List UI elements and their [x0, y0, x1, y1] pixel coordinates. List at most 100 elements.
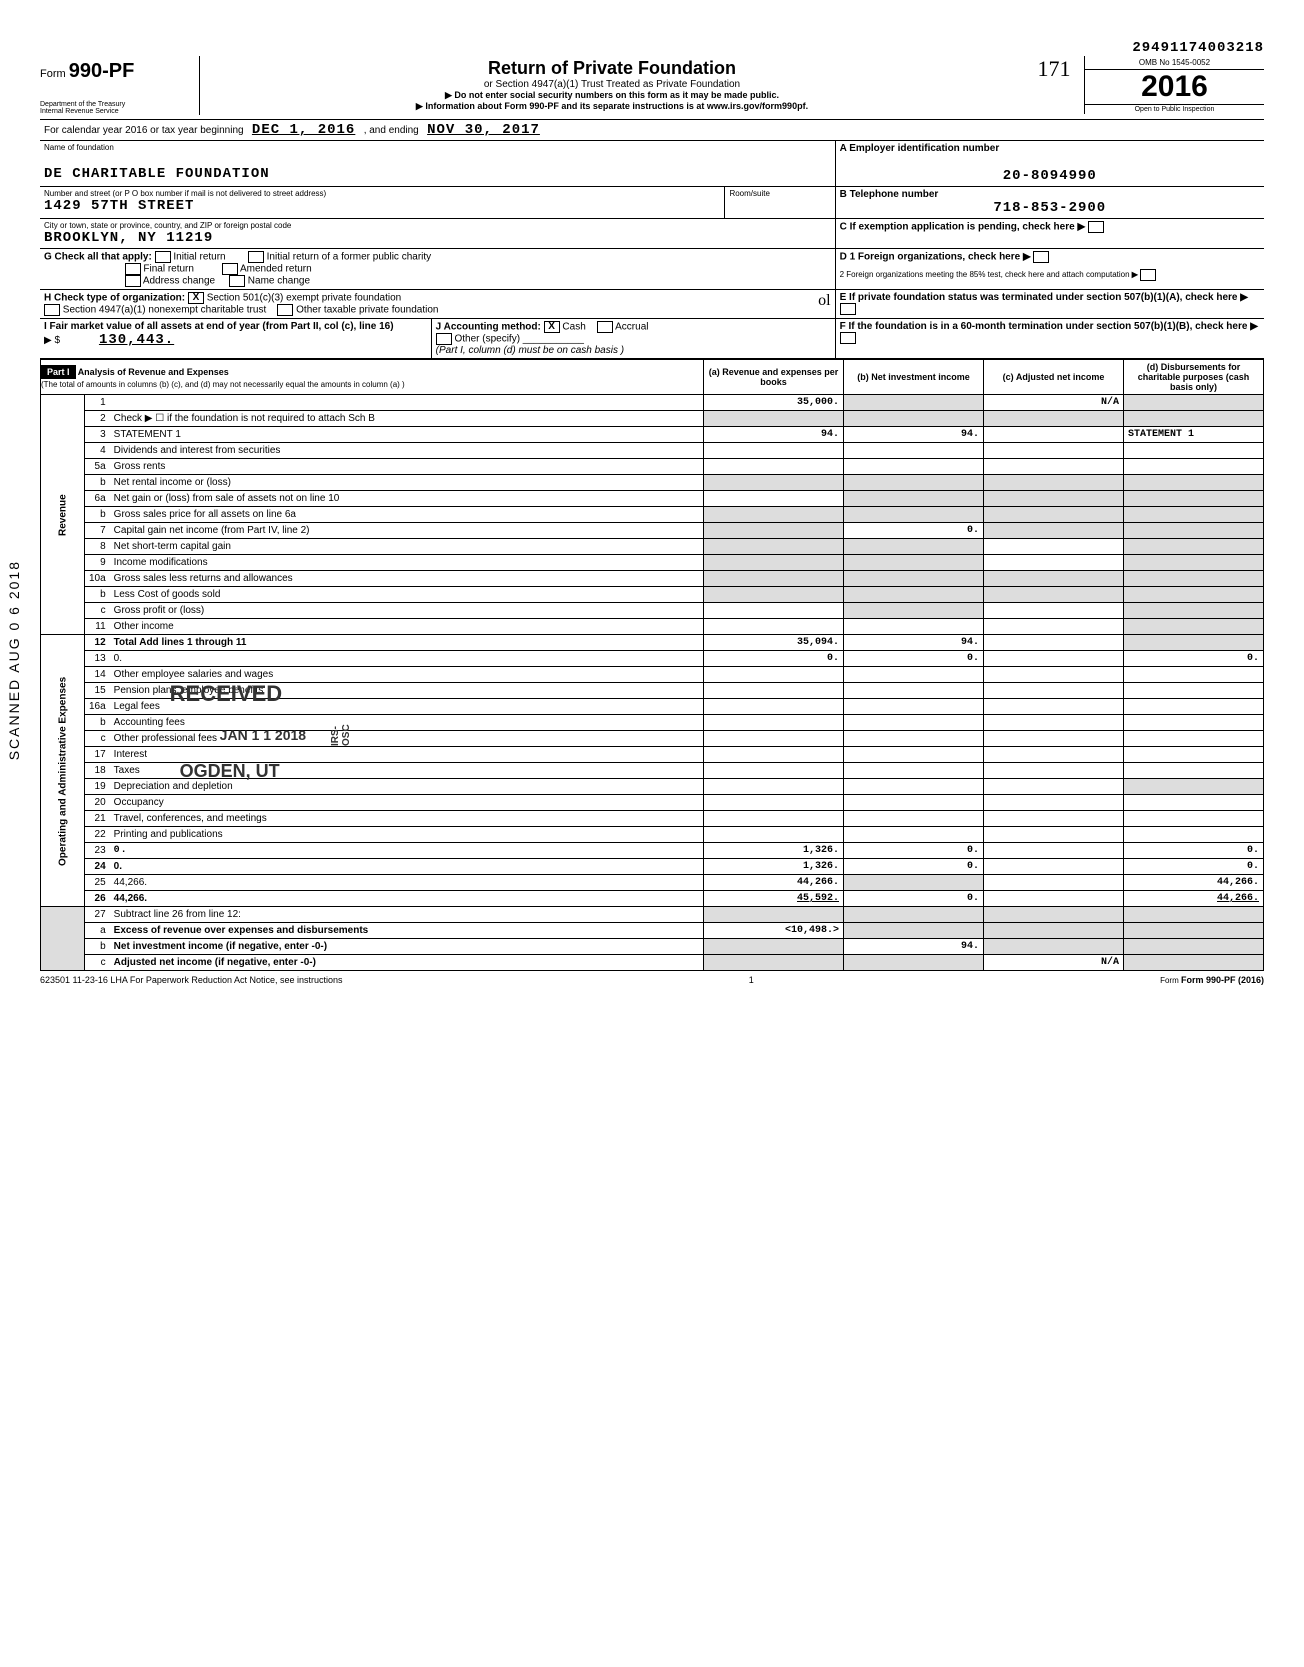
chk-e[interactable] — [840, 303, 856, 315]
table-row: 19Depreciation and depletion — [41, 779, 1264, 795]
revenue-side-label: Revenue — [41, 395, 85, 635]
tel-value: 718-853-2900 — [840, 200, 1260, 216]
table-row: 20Occupancy — [41, 795, 1264, 811]
chk-other-tax[interactable] — [277, 304, 293, 316]
chk-accrual[interactable] — [597, 321, 613, 333]
section-j: J Accounting method: X Cash Accrual Othe… — [432, 319, 836, 358]
chk-4947[interactable] — [44, 304, 60, 316]
chk-name-change[interactable] — [229, 275, 245, 287]
begin-date: DEC 1, 2016 — [252, 122, 355, 138]
tax-year: 2016 — [1085, 70, 1264, 104]
col-b-header: (b) Net investment income — [844, 360, 984, 395]
info-url: ▶ Information about Form 990-PF and its … — [208, 101, 1016, 112]
table-row: 2644,266.45,592.0.44,266. — [41, 891, 1264, 907]
table-row: 2Check ▶ ☐ if the foundation is not requ… — [41, 411, 1264, 427]
table-row: cAdjusted net income (if negative, enter… — [41, 955, 1264, 971]
table-row: c Other professional fees JAN 1 1 2018 I… — [41, 731, 1264, 747]
table-row: bNet rental income or (loss) — [41, 475, 1264, 491]
table-row: bGross sales price for all assets on lin… — [41, 507, 1264, 523]
table-row: 18 Taxes OGDEN, UT — [41, 763, 1264, 779]
handwritten-ol: ol — [818, 292, 830, 310]
room-label: Room/suite — [729, 189, 830, 198]
city-value: BROOKLYN, NY 11219 — [44, 230, 831, 246]
form-subtitle: or Section 4947(a)(1) Trust Treated as P… — [208, 79, 1016, 90]
section-f: F If the foundation is in a 60-month ter… — [836, 319, 1264, 358]
handwritten-note: 171 — [1024, 56, 1084, 82]
col-d-header: (d) Disbursements for charitable purpose… — [1124, 360, 1264, 395]
dept-line: Department of the Treasury Internal Reve… — [40, 101, 193, 115]
table-row: 3STATEMENT 194.94.STATEMENT 1 — [41, 427, 1264, 443]
calendar-year-line: For calendar year 2016 or tax year begin… — [40, 120, 1264, 140]
chk-d2[interactable] — [1140, 269, 1156, 281]
fmv-value: 130,443. — [99, 332, 174, 348]
table-row: aExcess of revenue over expenses and dis… — [41, 923, 1264, 939]
chk-initial[interactable] — [155, 251, 171, 263]
expenses-side-label: Operating and Administrative Expenses — [41, 635, 85, 907]
table-row: 130.0.0.0. — [41, 651, 1264, 667]
col-a-header: (a) Revenue and expenses per books — [704, 360, 844, 395]
chk-501c3[interactable]: X — [188, 292, 204, 304]
chk-d1[interactable] — [1033, 251, 1049, 263]
table-row: Operating and Administrative Expenses 12… — [41, 635, 1264, 651]
table-row: 4Dividends and interest from securities — [41, 443, 1264, 459]
table-row: cGross profit or (loss) — [41, 603, 1264, 619]
col-c-header: (c) Adjusted net income — [984, 360, 1124, 395]
table-row: 21Travel, conferences, and meetings — [41, 811, 1264, 827]
table-row: Revenue 1 35,000.N/A — [41, 395, 1264, 411]
dln-code: 29491174003218 — [40, 40, 1264, 56]
form-header: Form 990-PF Department of the Treasury I… — [40, 56, 1264, 120]
omb-number: OMB No 1545-0052 — [1085, 56, 1264, 70]
chk-other-method[interactable] — [436, 333, 452, 345]
table-row: 14Other employee salaries and wages — [41, 667, 1264, 683]
table-row: 27Subtract line 26 from line 12: — [41, 907, 1264, 923]
section-i: I Fair market value of all assets at end… — [40, 319, 432, 358]
part1-table: Part I Analysis of Revenue and Expenses … — [40, 359, 1264, 971]
ssn-warning: ▶ Do not enter social security numbers o… — [208, 90, 1016, 101]
addr-label: Number and street (or P O box number if … — [44, 189, 720, 198]
inspection-note: Open to Public Inspection — [1085, 104, 1264, 114]
chk-initial-former[interactable] — [248, 251, 264, 263]
table-row: bNet investment income (if negative, ent… — [41, 939, 1264, 955]
section-e: E If private foundation status was termi… — [836, 290, 1264, 318]
address: 1429 57TH STREET — [44, 198, 720, 214]
table-row: 15 Pension plans, employee benefits RECE… — [41, 683, 1264, 699]
name-label: Name of foundation — [44, 143, 831, 152]
form-number: Form 990-PF — [40, 60, 193, 83]
city-label: City or town, state or province, country… — [44, 221, 831, 230]
ein-label: A Employer identification number — [840, 143, 1260, 154]
footer-left: 623501 11-23-16 LHA For Paperwork Reduct… — [40, 975, 343, 985]
chk-f[interactable] — [840, 332, 856, 344]
foundation-name: DE CHARITABLE FOUNDATION — [44, 166, 831, 182]
part1-label: Part I — [41, 365, 76, 379]
table-row: 11Other income — [41, 619, 1264, 635]
chk-final[interactable] — [125, 263, 141, 275]
table-row: 8Net short-term capital gain — [41, 539, 1264, 555]
table-row: b Accounting fees — [41, 715, 1264, 731]
table-row: 9Income modifications — [41, 555, 1264, 571]
chk-amended[interactable] — [222, 263, 238, 275]
ein-value: 20-8094990 — [840, 168, 1260, 184]
chk-cash[interactable]: X — [544, 321, 560, 333]
section-h: H Check type of organization: X Section … — [40, 290, 836, 318]
table-row: 10aGross sales less returns and allowanc… — [41, 571, 1264, 587]
section-d: D 1 Foreign organizations, check here ▶ … — [836, 249, 1264, 289]
table-row: 17Interest — [41, 747, 1264, 763]
c-label: C If exemption application is pending, c… — [840, 222, 1075, 233]
chk-addr-change[interactable] — [125, 275, 141, 287]
table-row: 5aGross rents — [41, 459, 1264, 475]
section-g: G Check all that apply: Initial return I… — [40, 249, 836, 289]
c-checkbox[interactable] — [1088, 221, 1104, 233]
table-row: 2544,266.44,266.44,266. — [41, 875, 1264, 891]
scanned-stamp: SCANNED AUG 0 6 2018 — [6, 560, 22, 760]
table-row: 7Capital gain net income (from Part IV, … — [41, 523, 1264, 539]
tel-label: B Telephone number — [840, 189, 1260, 200]
end-date: NOV 30, 2017 — [427, 122, 540, 138]
table-row: bLess Cost of goods sold — [41, 587, 1264, 603]
page-number: 1 — [749, 975, 754, 985]
table-row: 240.1,326.0.0. — [41, 859, 1264, 875]
footer-right: Form Form 990-PF (2016) — [1160, 975, 1264, 985]
form-title: Return of Private Foundation — [208, 58, 1016, 79]
table-row: 16aLegal fees — [41, 699, 1264, 715]
table-row: 230.1,326.0.0. — [41, 843, 1264, 859]
table-row: 22Printing and publications — [41, 827, 1264, 843]
